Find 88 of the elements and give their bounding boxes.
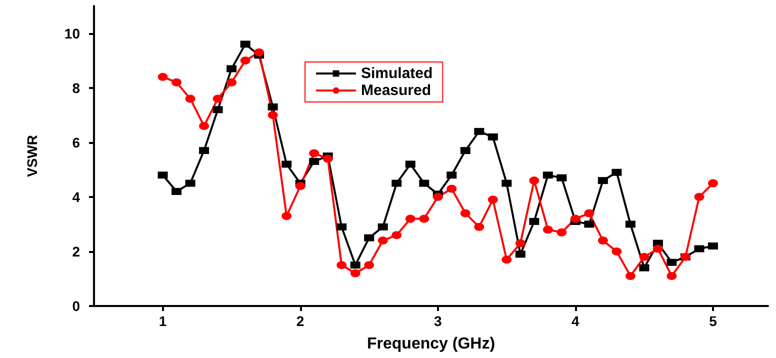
point (419, 180, 430, 187)
point (282, 212, 292, 220)
point (212, 106, 223, 114)
point (336, 261, 347, 270)
point (378, 236, 388, 245)
point (364, 234, 374, 242)
point (268, 103, 278, 110)
point (474, 222, 484, 231)
point (336, 223, 347, 230)
point (268, 111, 278, 120)
y-tick-label: 0 (72, 298, 80, 314)
point (694, 192, 704, 201)
point (515, 239, 526, 248)
legend-label: Measured (361, 82, 432, 99)
point (432, 192, 443, 201)
point (419, 214, 430, 223)
point (556, 228, 567, 236)
y-tick-label: 6 (72, 134, 80, 150)
point (598, 236, 608, 245)
point (666, 272, 677, 280)
point (254, 48, 264, 56)
point (542, 226, 553, 234)
point (172, 188, 182, 195)
y-tick-label: 8 (72, 80, 80, 96)
point (405, 214, 416, 223)
x-tick-label: 3 (434, 313, 442, 329)
point (708, 179, 718, 188)
point (488, 133, 498, 140)
y-tick-label: 10 (64, 25, 80, 42)
x-tick-label: 4 (572, 313, 580, 329)
point (625, 272, 636, 280)
point (529, 176, 540, 185)
point (295, 182, 306, 190)
x-tick-label: 1 (158, 313, 167, 329)
point (226, 65, 237, 72)
point (378, 223, 388, 230)
point (666, 258, 677, 266)
point (570, 214, 580, 223)
point (185, 180, 196, 187)
point (460, 209, 470, 218)
point (350, 262, 360, 269)
point (309, 158, 320, 165)
point (694, 245, 704, 252)
y-axis-title: VSWR (24, 135, 40, 177)
point (158, 72, 168, 81)
point (172, 78, 182, 86)
point (199, 122, 210, 130)
point (612, 168, 622, 176)
x-tick-label: 2 (296, 313, 304, 329)
point (446, 184, 457, 193)
point (392, 231, 402, 240)
point (240, 56, 250, 65)
point (515, 250, 526, 258)
point (199, 147, 210, 154)
point (392, 180, 402, 187)
y-tick-label: 4 (72, 188, 80, 205)
point (529, 218, 540, 225)
point (446, 172, 457, 179)
legend-label: Simulated (361, 65, 433, 82)
y-tick-label: 2 (72, 243, 80, 260)
point (584, 220, 594, 228)
point (282, 160, 292, 168)
point (598, 177, 608, 184)
point (405, 160, 416, 168)
point (584, 209, 594, 218)
x-axis-title: Frequency (GHz) (366, 336, 496, 352)
point (212, 94, 223, 103)
point (502, 180, 512, 187)
point (556, 174, 567, 182)
point (460, 147, 470, 154)
point (612, 247, 622, 256)
point (240, 40, 250, 48)
point (488, 196, 498, 204)
point (474, 128, 484, 135)
point (185, 94, 196, 103)
point (542, 172, 553, 179)
point (639, 252, 650, 261)
point (652, 244, 663, 253)
point (322, 154, 333, 163)
point (158, 172, 168, 179)
point (226, 78, 237, 86)
x-tick-label: 5 (709, 313, 718, 329)
point (364, 261, 374, 270)
point (350, 269, 360, 278)
point (309, 149, 320, 158)
point (625, 220, 636, 228)
point (639, 264, 650, 272)
point (502, 256, 512, 264)
